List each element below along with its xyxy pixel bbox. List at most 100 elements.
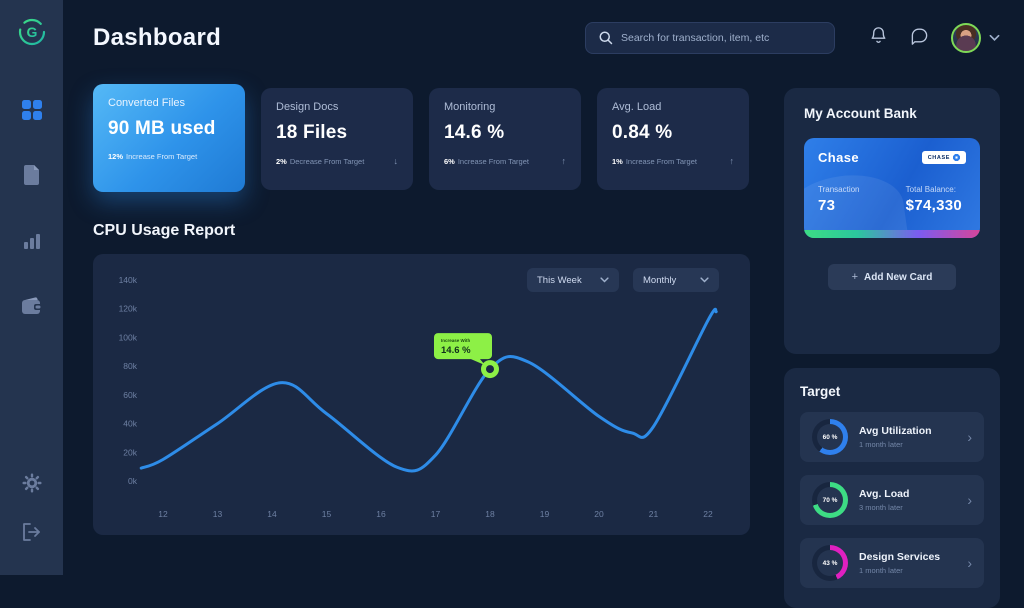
messages-button[interactable] xyxy=(910,26,929,50)
stat-card-value: 90 MB used xyxy=(108,118,216,139)
sidebar-item-wallet[interactable] xyxy=(0,296,63,316)
search-icon xyxy=(599,31,613,45)
stat-card-value: 0.84 % xyxy=(612,122,673,143)
bank-card-chase[interactable]: Chase CHASE Transaction 73 xyxy=(804,138,980,238)
sidebar-item-analytics[interactable] xyxy=(0,231,63,251)
svg-text:17: 17 xyxy=(431,509,441,519)
document-icon xyxy=(23,165,39,185)
notifications-button[interactable] xyxy=(869,25,888,50)
sidebar-item-settings[interactable] xyxy=(0,473,63,493)
wallet-icon xyxy=(21,297,42,314)
stat-card-note: 12% Increase From Target xyxy=(108,152,198,161)
svg-text:16: 16 xyxy=(376,509,386,519)
trend-up-icon: ↑ xyxy=(561,156,567,166)
svg-text:20: 20 xyxy=(594,509,604,519)
tooltip-label: Increase With xyxy=(441,338,470,343)
main-area: Dashboard xyxy=(63,0,1024,608)
target-item-design-services[interactable]: 43 % Design Services 1 month later › xyxy=(800,538,984,588)
stat-cards-row: Converted Files 90 MB used 12% Increase F… xyxy=(93,84,750,192)
search-bar[interactable] xyxy=(585,21,835,54)
stat-card-converted-files[interactable]: Converted Files 90 MB used 12% Increase F… xyxy=(93,84,245,192)
stat-card-design-docs[interactable]: Design Docs 18 Files 2% Decrease From Tar… xyxy=(261,88,413,190)
gear-icon xyxy=(22,473,41,493)
plus-icon: + xyxy=(851,271,859,283)
logo-icon: G xyxy=(18,18,45,46)
stat-card-value: 18 Files xyxy=(276,122,348,143)
highlight-marker xyxy=(481,360,499,379)
app-logo[interactable]: G xyxy=(0,16,63,48)
stat-card-label: Converted Files xyxy=(108,97,186,109)
svg-text:15: 15 xyxy=(322,509,332,519)
sidebar-item-documents[interactable] xyxy=(0,164,63,186)
cpu-report-title: CPU Usage Report xyxy=(93,222,236,239)
bank-panel-title: My Account Bank xyxy=(804,106,917,121)
target-item-title: Avg Utilization xyxy=(859,425,932,437)
svg-text:120k: 120k xyxy=(119,304,138,314)
target-item-subtitle: 3 month later xyxy=(859,503,903,512)
profile-menu[interactable] xyxy=(951,22,1000,53)
card-gradient-strip xyxy=(804,230,980,238)
chevron-down-icon xyxy=(700,277,709,283)
filter-this-week[interactable]: This Week xyxy=(527,268,619,292)
y-axis-labels: 140k 120k 100k 80k 60k 40k 20k 0k xyxy=(119,275,138,486)
transaction-cell: Transaction 73 xyxy=(818,185,860,214)
stat-card-note: 6% Increase From Target ↑ xyxy=(444,156,566,166)
my-account-bank-panel: My Account Bank Chase CHASE xyxy=(784,88,1000,354)
sidebar: G xyxy=(0,0,63,575)
target-item-subtitle: 1 month later xyxy=(859,566,903,575)
svg-text:G: G xyxy=(26,24,37,40)
cpu-usage-chart: This Week Monthly 140k 120k 100k 80k 60k… xyxy=(93,254,750,535)
chevron-down-icon xyxy=(600,277,609,283)
target-item-avg-load[interactable]: 70 % Avg. Load 3 month later › xyxy=(800,475,984,525)
trend-down-icon: ↓ xyxy=(393,156,399,166)
svg-text:14: 14 xyxy=(267,509,277,519)
bar-chart-icon xyxy=(23,234,40,249)
target-item-subtitle: 1 month later xyxy=(859,440,903,449)
svg-text:80k: 80k xyxy=(123,361,137,371)
cpu-usage-line xyxy=(139,307,718,473)
gauge-avg-load: 70 % xyxy=(812,482,848,518)
avatar[interactable] xyxy=(951,22,981,53)
chevron-right-icon: › xyxy=(967,492,972,508)
sidebar-item-dashboard[interactable] xyxy=(0,99,63,121)
line-chart: 140k 120k 100k 80k 60k 40k 20k 0k 12 13 … xyxy=(119,275,718,519)
chat-icon xyxy=(911,27,928,45)
balance-cell: Total Balance: $74,330 xyxy=(905,185,962,214)
target-item-title: Design Services xyxy=(859,551,941,563)
chase-octagon-icon xyxy=(953,154,960,161)
stat-card-avg-load[interactable]: Avg. Load 0.84 % 1% Increase From Target … xyxy=(597,88,749,190)
gauge-avg-utilization: 60 % xyxy=(812,419,848,455)
search-input[interactable] xyxy=(621,31,822,44)
target-item-title: Avg. Load xyxy=(859,488,910,500)
trend-up-icon: ↑ xyxy=(729,156,735,166)
chevron-down-icon xyxy=(989,34,1000,41)
svg-text:19: 19 xyxy=(540,509,550,519)
target-item-avg-utilization[interactable]: 60 % Avg Utilization 1 month later › xyxy=(800,412,984,462)
stat-card-label: Monitoring xyxy=(444,101,496,113)
svg-text:40k: 40k xyxy=(123,419,137,429)
sidebar-item-logout[interactable] xyxy=(0,523,63,541)
target-panel-title: Target xyxy=(800,384,841,399)
bell-icon xyxy=(871,27,886,43)
svg-text:22: 22 xyxy=(703,509,713,519)
bank-card-name: Chase xyxy=(818,150,860,165)
stat-card-monitoring[interactable]: Monitoring 14.6 % 6% Increase From Target… xyxy=(429,88,581,190)
gauge-design-services: 43 % xyxy=(812,545,848,581)
target-panel: Target 60 % Avg Utilization 1 month late… xyxy=(784,368,1000,608)
chase-badge: CHASE xyxy=(921,151,966,164)
svg-text:140k: 140k xyxy=(119,275,138,285)
svg-text:13: 13 xyxy=(213,509,223,519)
svg-text:21: 21 xyxy=(649,509,659,519)
x-axis-labels: 12 13 14 15 16 17 18 19 20 21 22 xyxy=(158,509,713,519)
add-new-card-button[interactable]: + Add New Card xyxy=(828,264,956,290)
page-title: Dashboard xyxy=(93,23,222,51)
stat-card-note: 2% Decrease From Target ↓ xyxy=(276,156,398,166)
tooltip-value: 14.6 % xyxy=(441,345,471,356)
svg-text:100k: 100k xyxy=(119,332,138,342)
stat-card-note: 1% Increase From Target ↑ xyxy=(612,156,734,166)
chevron-right-icon: › xyxy=(967,555,972,571)
svg-text:18: 18 xyxy=(485,509,495,519)
logout-icon xyxy=(22,523,40,541)
filter-monthly[interactable]: Monthly xyxy=(633,268,719,292)
stat-card-value: 14.6 % xyxy=(444,122,505,143)
